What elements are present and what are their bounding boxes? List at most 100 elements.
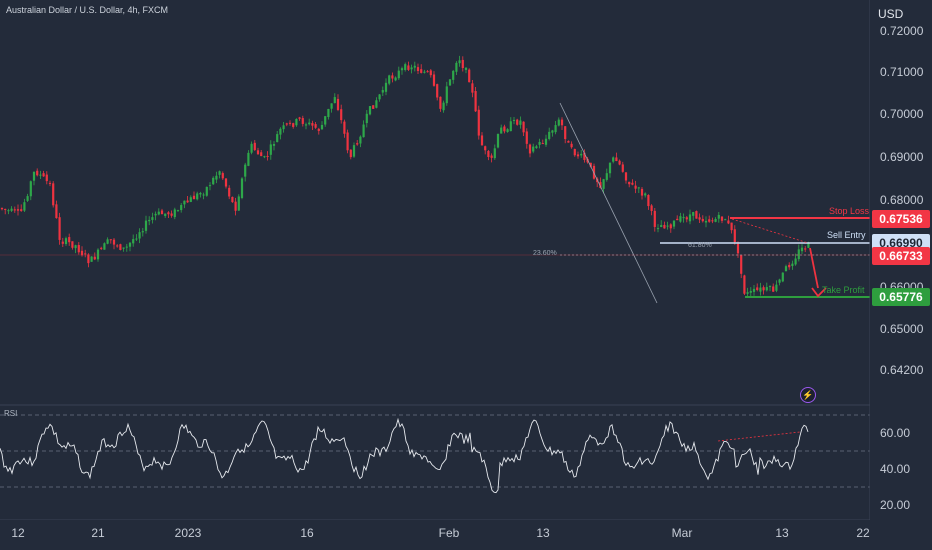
candle-body bbox=[442, 102, 445, 111]
candle-body bbox=[388, 75, 391, 84]
candle-body bbox=[695, 211, 698, 219]
candle-body bbox=[474, 91, 477, 112]
candle-body bbox=[778, 279, 781, 283]
candle-body bbox=[23, 202, 26, 211]
price-label: 0.70000 bbox=[880, 107, 924, 121]
candle-body bbox=[640, 188, 644, 196]
candle-body bbox=[340, 109, 343, 121]
candle-body bbox=[192, 195, 196, 200]
price-chart[interactable] bbox=[0, 0, 870, 520]
candle-body bbox=[650, 205, 653, 211]
candle-body bbox=[308, 122, 311, 125]
candle-body bbox=[285, 123, 288, 125]
candle-body bbox=[20, 209, 23, 211]
candle-body bbox=[221, 173, 224, 179]
time-label: 22 bbox=[856, 526, 870, 540]
candle-body bbox=[180, 205, 183, 211]
candle-body bbox=[244, 164, 247, 177]
candle-body bbox=[80, 250, 84, 256]
candle-body bbox=[151, 217, 154, 220]
candle-body bbox=[295, 118, 298, 126]
candle-body bbox=[413, 65, 416, 68]
candle-body bbox=[746, 292, 749, 294]
candle-body bbox=[791, 263, 794, 267]
candle-body bbox=[653, 210, 656, 227]
rsi-level-label: 40.00 bbox=[880, 462, 911, 476]
candle-body bbox=[100, 247, 103, 249]
candle-body bbox=[772, 286, 775, 292]
price-label: 0.64200 bbox=[880, 363, 924, 377]
candle-body bbox=[528, 144, 532, 154]
candle-body bbox=[698, 217, 701, 220]
candle-body bbox=[39, 174, 42, 176]
rsi-divergence-line bbox=[717, 431, 801, 442]
candle-body bbox=[637, 187, 640, 189]
time-label: 13 bbox=[775, 526, 789, 540]
candle-body bbox=[519, 120, 522, 125]
candle-body bbox=[183, 200, 186, 205]
candle-body bbox=[144, 220, 148, 231]
rsi-level-label: 20.00 bbox=[880, 498, 911, 512]
candle-body bbox=[148, 219, 151, 222]
candle-body bbox=[176, 210, 180, 212]
candle-body bbox=[330, 103, 333, 109]
candle-body bbox=[58, 217, 61, 240]
candle-body bbox=[560, 119, 564, 126]
currency-label: USD bbox=[878, 7, 904, 21]
candle-body bbox=[269, 144, 272, 155]
candle-body bbox=[346, 132, 349, 151]
candle-body bbox=[256, 150, 260, 155]
candle-body bbox=[282, 125, 285, 130]
candle-body bbox=[701, 218, 704, 222]
candle-body bbox=[71, 241, 74, 248]
candle-body bbox=[554, 125, 557, 133]
candle-body bbox=[666, 225, 669, 227]
candle-body bbox=[669, 224, 672, 229]
candle-body bbox=[42, 173, 45, 177]
candle-body bbox=[567, 140, 570, 143]
lightning-icon[interactable]: ⚡ bbox=[800, 387, 816, 403]
candle-body bbox=[234, 201, 237, 211]
candle-body bbox=[84, 253, 87, 255]
candle-body bbox=[692, 212, 695, 216]
candle-body bbox=[167, 212, 170, 215]
candle-body bbox=[615, 157, 618, 162]
rsi-level-label: 60.00 bbox=[880, 426, 911, 440]
candle-body bbox=[164, 213, 167, 217]
candle-body bbox=[208, 185, 212, 187]
candle-body bbox=[288, 122, 292, 124]
candle-body bbox=[404, 64, 407, 70]
candle-body bbox=[224, 178, 228, 187]
candle-body bbox=[807, 242, 810, 248]
candle-body bbox=[480, 135, 484, 146]
candle-body bbox=[759, 287, 762, 292]
candle-body bbox=[708, 219, 711, 222]
symbol-title: Australian Dollar / U.S. Dollar, 4h, FXC… bbox=[6, 5, 169, 15]
candle-body bbox=[784, 266, 788, 272]
candle-body bbox=[484, 146, 487, 151]
time-label: 12 bbox=[11, 526, 25, 540]
candle-body bbox=[714, 218, 717, 222]
price-axis[interactable]: USD 0.72000 0.71000 0.70000 0.69000 0.68… bbox=[870, 0, 932, 550]
candle-body bbox=[797, 249, 800, 260]
candle-body bbox=[320, 124, 324, 130]
candle-body bbox=[775, 284, 778, 291]
candle-body bbox=[128, 242, 132, 247]
candle-body bbox=[458, 60, 461, 64]
candle-body bbox=[439, 96, 442, 109]
trend-line bbox=[559, 102, 658, 304]
candle-body bbox=[311, 123, 314, 126]
candle-body bbox=[103, 243, 106, 250]
candle-body bbox=[429, 70, 432, 76]
candle-body bbox=[688, 214, 692, 222]
candle-body bbox=[263, 156, 266, 158]
candle-body bbox=[576, 154, 580, 157]
candle-body bbox=[532, 146, 535, 152]
candle-body bbox=[116, 245, 119, 247]
candle-body bbox=[231, 196, 234, 203]
candle-body bbox=[749, 290, 752, 293]
candle-body bbox=[298, 117, 301, 119]
candle-body bbox=[324, 116, 327, 125]
price-label: 0.72000 bbox=[880, 24, 924, 38]
time-axis[interactable]: 12 21 2023 16 Feb 13 Mar 13 22 bbox=[0, 520, 870, 550]
